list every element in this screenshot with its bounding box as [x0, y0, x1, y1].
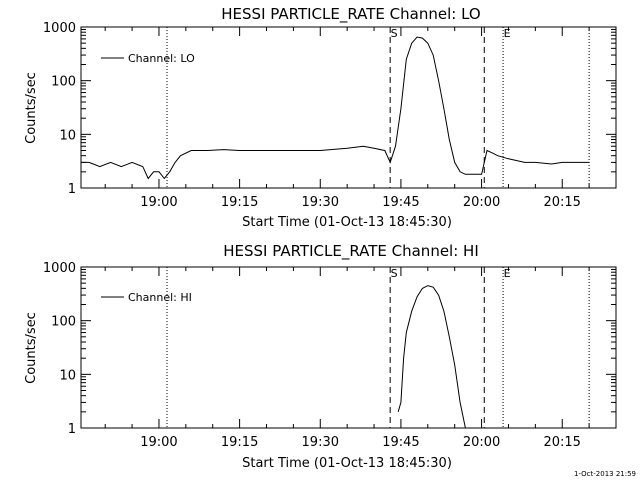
x-tick-label: 19:30: [302, 435, 339, 450]
x-tick-label: 20:00: [463, 195, 500, 210]
plot-frame: [80, 26, 617, 189]
x-tick-label: 19:45: [382, 435, 419, 450]
x-tick-label: 20:15: [543, 435, 580, 450]
y-tick-label: 10: [59, 128, 76, 143]
chart-panel-lo: HESSI PARTICLE_RATE Channel: LO Start Ti…: [24, 5, 617, 230]
series-line: [81, 36, 590, 180]
plot-frame: [80, 266, 617, 429]
y-axis-label: Counts/sec: [24, 72, 39, 144]
y-tick-label: 1000: [43, 21, 76, 36]
x-tick-label: 19:45: [382, 195, 419, 210]
x-tick-label: 19:00: [140, 195, 177, 210]
y-tick-label: 100: [51, 75, 76, 90]
chart-panel-hi: HESSI PARTICLE_RATE Channel: HI Start Ti…: [24, 242, 617, 471]
y-tick-label: 1: [68, 182, 76, 197]
chart-title: HESSI PARTICLE_RATE Channel: LO: [221, 5, 480, 24]
legend-label: Channel: LO: [128, 52, 195, 65]
chart-title: HESSI PARTICLE_RATE Channel: HI: [223, 242, 479, 261]
x-tick-label: 20:00: [463, 435, 500, 450]
x-axis-label: Start Time (01-Oct-13 18:45:30): [242, 456, 452, 471]
x-tick-label: 20:15: [543, 195, 580, 210]
y-axis-label: Counts/sec: [24, 312, 39, 384]
time-marker-label: S: [391, 27, 398, 40]
series-line: [397, 285, 466, 429]
x-tick-label: 19:30: [302, 195, 339, 210]
time-marker-label: S: [391, 267, 398, 280]
y-tick-label: 1000: [43, 261, 76, 276]
time-marker-label: E: [504, 27, 511, 40]
timestamp: 1-Oct-2013 21:59: [574, 470, 636, 478]
legend-label: Channel: HI: [128, 291, 192, 304]
x-tick-label: 19:00: [140, 435, 177, 450]
x-tick-label: 19:15: [221, 195, 258, 210]
y-tick-label: 10: [59, 368, 76, 383]
x-axis-label: Start Time (01-Oct-13 18:45:30): [242, 215, 452, 230]
y-tick-label: 100: [51, 315, 76, 330]
x-tick-label: 19:15: [221, 435, 258, 450]
time-marker-label: E: [504, 267, 511, 280]
y-tick-label: 1: [68, 422, 76, 437]
